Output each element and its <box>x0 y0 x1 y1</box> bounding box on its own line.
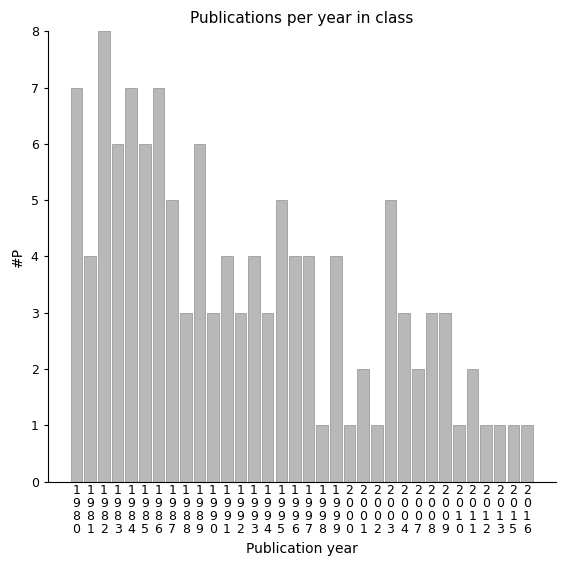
Bar <box>426 313 437 481</box>
Bar <box>276 200 287 481</box>
Bar <box>344 425 356 481</box>
Bar <box>439 313 451 481</box>
Y-axis label: #P: #P <box>11 247 25 266</box>
Bar <box>84 256 96 481</box>
Bar <box>262 313 273 481</box>
Bar <box>303 256 315 481</box>
Bar <box>112 144 124 481</box>
Bar <box>139 144 151 481</box>
Bar <box>467 369 478 481</box>
Bar <box>507 425 519 481</box>
Bar <box>412 369 424 481</box>
Bar <box>248 256 260 481</box>
Bar <box>208 313 219 481</box>
Bar <box>453 425 464 481</box>
Bar <box>480 425 492 481</box>
Bar <box>235 313 246 481</box>
Bar <box>125 88 137 481</box>
Bar <box>180 313 192 481</box>
Bar <box>384 200 396 481</box>
Bar <box>371 425 383 481</box>
Bar <box>221 256 232 481</box>
Bar <box>166 200 178 481</box>
Bar <box>316 425 328 481</box>
Bar <box>98 31 109 481</box>
Title: Publications per year in class: Publications per year in class <box>190 11 413 26</box>
Bar <box>71 88 82 481</box>
Bar <box>330 256 342 481</box>
Bar <box>521 425 533 481</box>
Bar <box>153 88 164 481</box>
Bar <box>289 256 301 481</box>
Bar <box>494 425 506 481</box>
X-axis label: Publication year: Publication year <box>246 542 358 556</box>
Bar <box>399 313 410 481</box>
Bar <box>357 369 369 481</box>
Bar <box>193 144 205 481</box>
